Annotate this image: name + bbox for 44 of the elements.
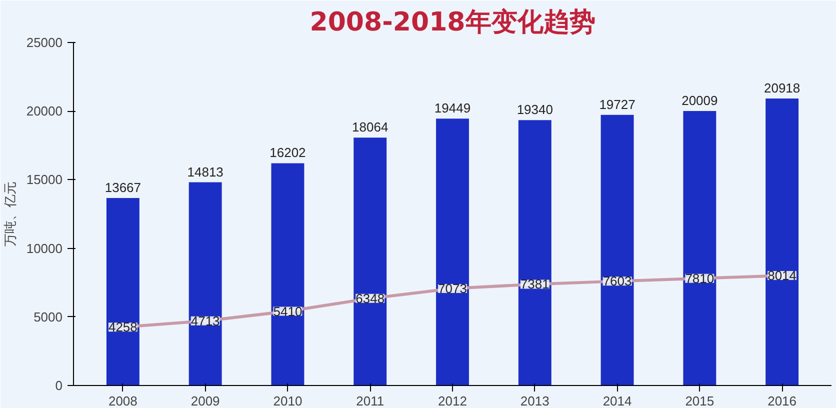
data-label: 19449 [434, 100, 471, 116]
x-tick-label: 2014 [602, 394, 632, 408]
data-label: 7381 [520, 276, 550, 292]
data-label: 6348 [356, 290, 385, 306]
bar [600, 114, 634, 386]
data-label: 4258 [108, 320, 138, 335]
data-label: 16202 [270, 145, 306, 160]
bar [271, 163, 304, 386]
data-label: 5410 [273, 304, 302, 319]
x-tick-label: 2008 [108, 394, 138, 408]
chart-title: 2008-2018年变化趋势 [310, 8, 596, 38]
y-tick-label: 25000 [26, 35, 63, 50]
x-tick-label: 2009 [190, 394, 220, 408]
data-label: 19727 [599, 96, 636, 112]
data-label: 20918 [764, 80, 800, 96]
data-label: 19340 [516, 102, 553, 118]
y-tick-label: 20000 [26, 104, 63, 119]
data-label: 8014 [768, 268, 797, 284]
data-label: 4713 [190, 313, 220, 328]
bar [106, 198, 140, 386]
y-tick-label: 5000 [34, 309, 62, 324]
data-label: 7603 [602, 274, 632, 289]
bar [354, 138, 387, 386]
y-tick-label: 15000 [26, 172, 63, 188]
data-label: 13667 [104, 180, 142, 195]
y-axis-title: 万吨、亿元 [3, 182, 18, 246]
bar [766, 98, 799, 386]
bar [683, 110, 716, 386]
x-tick-label: 2016 [768, 394, 797, 408]
x-tick-label: 2013 [520, 394, 550, 408]
x-tick-label: 2015 [685, 394, 714, 408]
data-label: 18064 [352, 120, 388, 135]
data-label: 20009 [682, 92, 718, 108]
y-tick-label: 0 [55, 378, 63, 393]
data-label: 7073 [438, 280, 467, 296]
x-tick-label: 2011 [356, 394, 384, 408]
bar [518, 120, 552, 386]
bar [188, 182, 222, 386]
data-label: 7810 [685, 270, 714, 286]
x-tick-label: 2012 [438, 394, 467, 408]
x-tick-label: 2010 [273, 394, 302, 408]
y-tick-label: 10000 [26, 240, 63, 256]
data-label: 14813 [187, 164, 224, 180]
bar [436, 118, 469, 386]
